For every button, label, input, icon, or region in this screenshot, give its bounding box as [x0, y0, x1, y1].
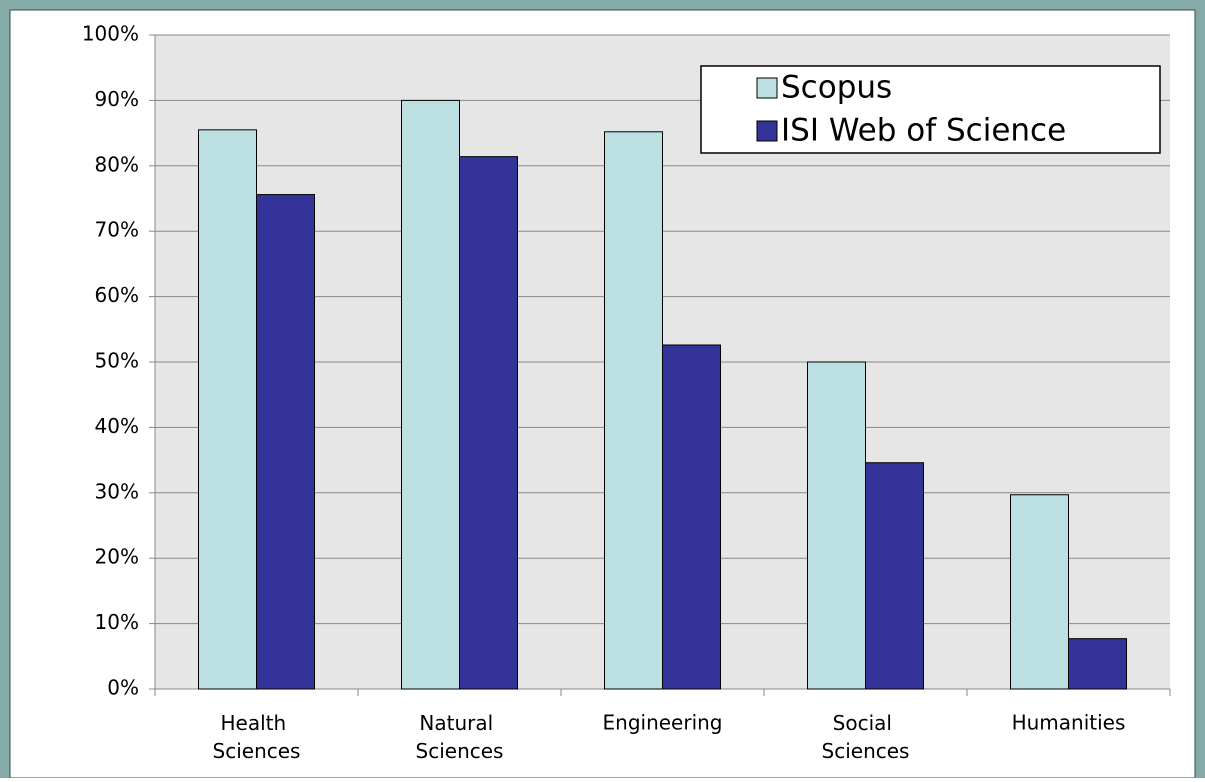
y-tick-label: 0% [107, 676, 139, 700]
bar [807, 361, 866, 690]
y-tick-label: 10% [95, 610, 139, 634]
x-tick-label: Engineering [603, 711, 723, 735]
bar [662, 344, 721, 690]
bar [459, 156, 518, 690]
y-tick-label: 90% [95, 87, 139, 111]
y-tick-label: 100% [82, 22, 139, 46]
y-tick-label: 40% [95, 414, 139, 438]
legend-label: ISI Web of Science [781, 113, 1066, 149]
bar [1010, 494, 1069, 690]
bar [198, 129, 257, 690]
bar [865, 462, 924, 690]
y-tick-label: 60% [95, 283, 139, 307]
bar [256, 194, 315, 690]
y-tick-label: 70% [95, 218, 139, 242]
y-tick-label: 50% [95, 349, 139, 373]
legend-label: Scopus [781, 70, 892, 106]
y-tick-label: 20% [95, 545, 139, 569]
x-tick-label: Natural Sciences [416, 711, 504, 763]
y-tick-label: 80% [95, 152, 139, 176]
bar [401, 99, 460, 690]
x-tick-label: Humanities [1012, 711, 1126, 735]
bar [604, 131, 663, 690]
legend-swatch [756, 77, 778, 99]
x-tick-label: Social Sciences [822, 711, 910, 763]
x-tick-label: Health Sciences [213, 711, 301, 763]
legend-swatch [756, 120, 778, 142]
y-tick-label: 30% [95, 479, 139, 503]
bar [1068, 638, 1127, 690]
